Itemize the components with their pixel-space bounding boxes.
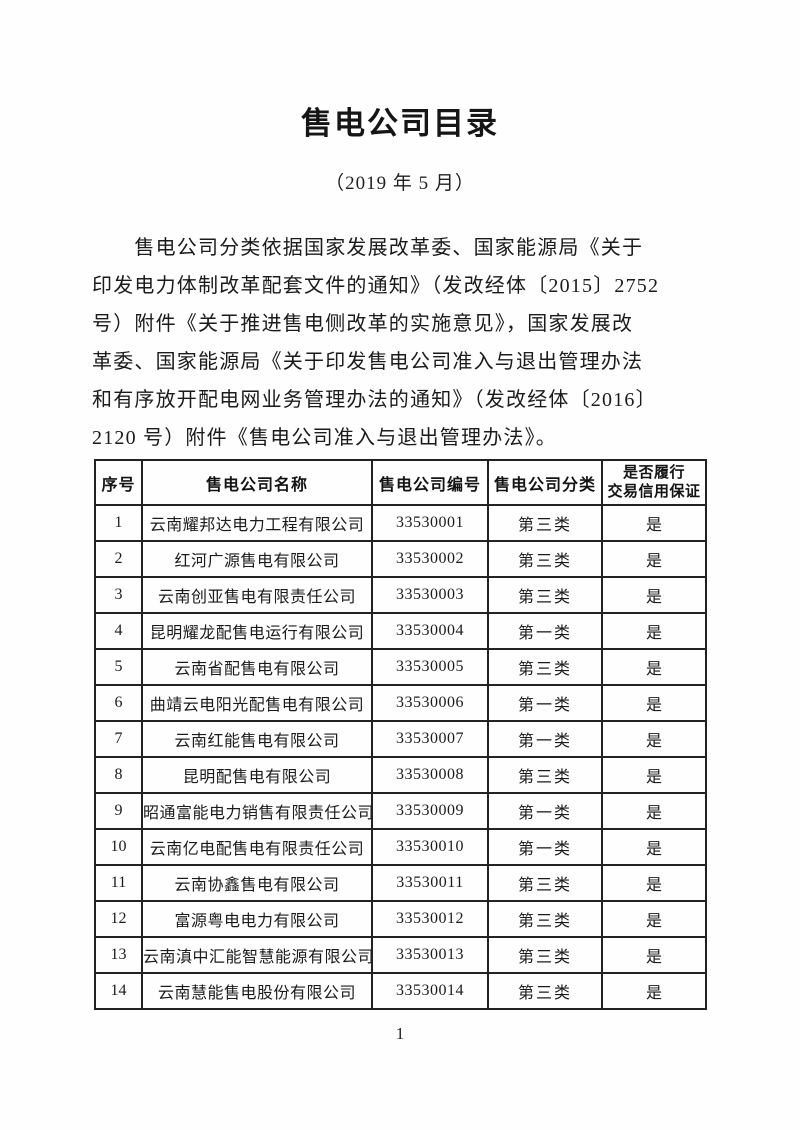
company-category: 第三类 <box>487 864 603 902</box>
credit-guarantee: 是 <box>601 828 707 866</box>
row-number: 14 <box>94 972 143 1010</box>
credit-guarantee: 是 <box>601 684 707 722</box>
credit-guarantee: 是 <box>601 756 707 794</box>
company-category: 第三类 <box>487 648 603 686</box>
credit-guarantee: 是 <box>601 972 707 1010</box>
table-row: 12 富源粤电电力有限公司 33530012 第三类是 <box>94 900 707 938</box>
company-code: 33530013 <box>371 936 489 974</box>
company-code: 33530002 <box>371 540 489 578</box>
table-row: 10 云南亿电配售电有限责任公司 33530010 第一类是 <box>94 828 707 866</box>
company-name: 云南省配售电有限公司 <box>141 648 373 686</box>
company-category: 第一类 <box>487 720 603 758</box>
company-category: 第三类 <box>487 900 603 938</box>
column-header: 售电公司编号 <box>371 459 489 506</box>
company-code: 33530012 <box>371 900 489 938</box>
company-category: 第三类 <box>487 972 603 1010</box>
table-row: 13 云南滇中汇能智慧能源有限公司 33530013 第三类是 <box>94 936 707 974</box>
company-code: 33530007 <box>371 720 489 758</box>
company-name: 昭通富能电力销售有限责任公司 <box>141 792 373 830</box>
column-header: 序号 <box>94 459 143 506</box>
row-number: 13 <box>94 936 143 974</box>
row-number: 5 <box>94 648 143 686</box>
row-number: 2 <box>94 540 143 578</box>
company-code: 33530004 <box>371 612 489 650</box>
intro-paragraph: 售电公司分类依据国家发展改革委、国家能源局《关于 印发电力体制改革配套文件的通知… <box>92 237 660 449</box>
company-code: 33530009 <box>371 792 489 830</box>
row-number: 1 <box>94 504 143 542</box>
credit-guarantee: 是 <box>601 648 707 686</box>
company-name: 云南滇中汇能智慧能源有限公司 <box>141 936 373 974</box>
credit-guarantee: 是 <box>601 540 707 578</box>
row-number: 12 <box>94 900 143 938</box>
company-category: 第一类 <box>487 612 603 650</box>
table-row: 9 昭通富能电力销售有限责任公司 33530009 第一类是 <box>94 792 707 830</box>
company-code: 33530010 <box>371 828 489 866</box>
credit-guarantee: 是 <box>601 504 707 542</box>
table-row: 7 云南红能售电有限公司 33530007 第一类是 <box>94 720 707 758</box>
company-name: 曲靖云电阳光配售电有限公司 <box>141 684 373 722</box>
company-name: 昆明耀龙配售电运行有限公司 <box>141 612 373 650</box>
company-code: 33530003 <box>371 576 489 614</box>
table-row: 2 红河广源售电有限公司 33530002 第三类是 <box>94 540 707 578</box>
row-number: 9 <box>94 792 143 830</box>
company-name: 红河广源售电有限公司 <box>141 540 373 578</box>
column-header: 售电公司名称 <box>141 459 373 506</box>
company-code: 33530005 <box>371 648 489 686</box>
credit-guarantee: 是 <box>601 900 707 938</box>
column-header: 售电公司分类 <box>487 459 603 506</box>
row-number: 7 <box>94 720 143 758</box>
company-name: 云南慧能售电股份有限公司 <box>141 972 373 1010</box>
company-code: 33530008 <box>371 756 489 794</box>
company-category: 第三类 <box>487 936 603 974</box>
company-category: 第一类 <box>487 792 603 830</box>
company-code: 33530011 <box>371 864 489 902</box>
company-name: 云南亿电配售电有限责任公司 <box>141 828 373 866</box>
company-category: 第三类 <box>487 576 603 614</box>
table-row: 14 云南慧能售电股份有限公司 33530014 第三类是 <box>94 972 707 1010</box>
table-row: 3 云南创亚售电有限责任公司 33530003 第三类是 <box>94 576 707 614</box>
page-subtitle: （2019 年 5 月） <box>325 173 475 194</box>
row-number: 11 <box>94 864 143 902</box>
company-code: 33530006 <box>371 684 489 722</box>
table-row: 4 昆明耀龙配售电运行有限公司 33530004 第一类是 <box>94 612 707 650</box>
credit-guarantee: 是 <box>601 720 707 758</box>
credit-guarantee: 是 <box>601 792 707 830</box>
row-number: 10 <box>94 828 143 866</box>
company-name: 云南协鑫售电有限公司 <box>141 864 373 902</box>
company-name: 云南耀邦达电力工程有限公司 <box>141 504 373 542</box>
page-number: 1 <box>395 1024 405 1043</box>
company-table: 序号 售电公司名称 售电公司编号 售电公司分类 是否履行 交易信用保证 1 云南耀邦达电力… <box>94 459 707 1010</box>
company-name: 昆明配售电有限公司 <box>141 756 373 794</box>
credit-guarantee: 是 <box>601 864 707 902</box>
company-name: 云南红能售电有限公司 <box>141 720 373 758</box>
company-code: 33530014 <box>371 972 489 1010</box>
company-category: 第一类 <box>487 828 603 866</box>
row-number: 8 <box>94 756 143 794</box>
company-category: 第三类 <box>487 540 603 578</box>
table-row: 5 云南省配售电有限公司 33530005 第三类是 <box>94 648 707 686</box>
company-name: 富源粤电电力有限公司 <box>141 900 373 938</box>
table-row: 1 云南耀邦达电力工程有限公司 33530001 第三类是 <box>94 504 707 542</box>
column-header: 是否履行 交易信用保证 <box>601 459 707 506</box>
row-number: 6 <box>94 684 143 722</box>
company-category: 第三类 <box>487 504 603 542</box>
company-name: 云南创亚售电有限责任公司 <box>141 576 373 614</box>
row-number: 4 <box>94 612 143 650</box>
company-category: 第三类 <box>487 756 603 794</box>
table-head: 序号 售电公司名称 售电公司编号 售电公司分类 是否履行 交易信用保证 <box>94 459 707 506</box>
credit-guarantee: 是 <box>601 936 707 974</box>
company-code: 33530001 <box>371 504 489 542</box>
table-row: 11 云南协鑫售电有限公司 33530011 第三类是 <box>94 864 707 902</box>
row-number: 3 <box>94 576 143 614</box>
page-title: 售电公司目录 <box>301 106 499 141</box>
table-row: 6 曲靖云电阳光配售电有限公司 33530006 第一类是 <box>94 684 707 722</box>
table-body: 1 云南耀邦达电力工程有限公司 33530001 第三类是 2 红河广源售电有限公司 335… <box>94 504 707 1010</box>
header-row: 序号 售电公司名称 售电公司编号 售电公司分类 是否履行 交易信用保证 <box>94 459 707 506</box>
credit-guarantee: 是 <box>601 576 707 614</box>
company-category: 第一类 <box>487 684 603 722</box>
table-row: 8 昆明配售电有限公司 33530008 第三类是 <box>94 756 707 794</box>
credit-guarantee: 是 <box>601 612 707 650</box>
